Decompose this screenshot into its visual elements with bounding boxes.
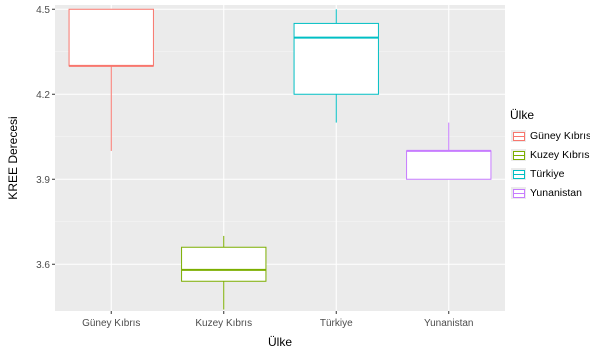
box-güney-kıbrıs (68, 8, 154, 151)
legend-key-median (513, 154, 525, 156)
x-axis-ticks: Güney Kıbrıs Kuzey Kıbrıs Türkiye Yunanista… (82, 311, 474, 329)
y-axis-title: KREE Derecesi (6, 116, 20, 199)
box-kuzey-kıbrıs (181, 235, 267, 310)
legend-label: Türkiye (530, 167, 565, 180)
box-türkiye (293, 9, 379, 123)
legend-key-median (513, 135, 525, 137)
legend-key-median (513, 192, 525, 194)
x-tick-label: Güney Kıbrıs (82, 318, 140, 329)
legend-label: Kuzey Kıbrıs (530, 148, 590, 161)
box-iqr (406, 150, 492, 180)
y-axis-ticks: 3.6 3.9 4.2 4.5 (36, 5, 55, 271)
y-tick-label: 3.6 (36, 260, 50, 271)
x-tick-label: Kuzey Kıbrıs (195, 318, 252, 329)
legend-key (510, 166, 527, 181)
legend-key (510, 128, 527, 143)
boxes (68, 8, 492, 310)
legend: Ülke Güney Kıbrıs Kuzey Kıbrıs Türkiye Yuna… (510, 108, 590, 202)
legend-label: Yunanistan (530, 186, 582, 199)
box-yunanistan (406, 122, 492, 180)
boxplot-chart: 3.6 3.9 4.2 4.5 Güney Kıbrıs Kuzey Kıbrıs Tür… (6, 5, 505, 349)
box-iqr (293, 22, 379, 95)
box-iqr (181, 246, 267, 282)
x-tick-label: Yunanistan (424, 318, 474, 329)
legend-label: Güney Kıbrıs (530, 129, 590, 142)
legend-item: Kuzey Kıbrıs (510, 145, 590, 164)
legend-key-median (513, 173, 525, 175)
legend-title: Ülke (510, 108, 535, 122)
box-iqr (68, 8, 154, 67)
legend-item: Türkiye (510, 164, 590, 183)
y-tick-label: 4.5 (36, 5, 50, 16)
legend-item: Yunanistan (510, 183, 590, 202)
legend-items: Güney Kıbrıs Kuzey Kıbrıs Türkiye Yunanista… (510, 126, 590, 202)
legend-key (510, 147, 527, 162)
y-tick-label: 4.2 (36, 90, 50, 101)
legend-item: Güney Kıbrıs (510, 126, 590, 145)
y-tick-label: 3.9 (36, 175, 50, 186)
x-axis-title: Ülke (268, 335, 292, 349)
x-tick-label: Türkiye (320, 318, 353, 329)
legend-key (510, 185, 527, 200)
